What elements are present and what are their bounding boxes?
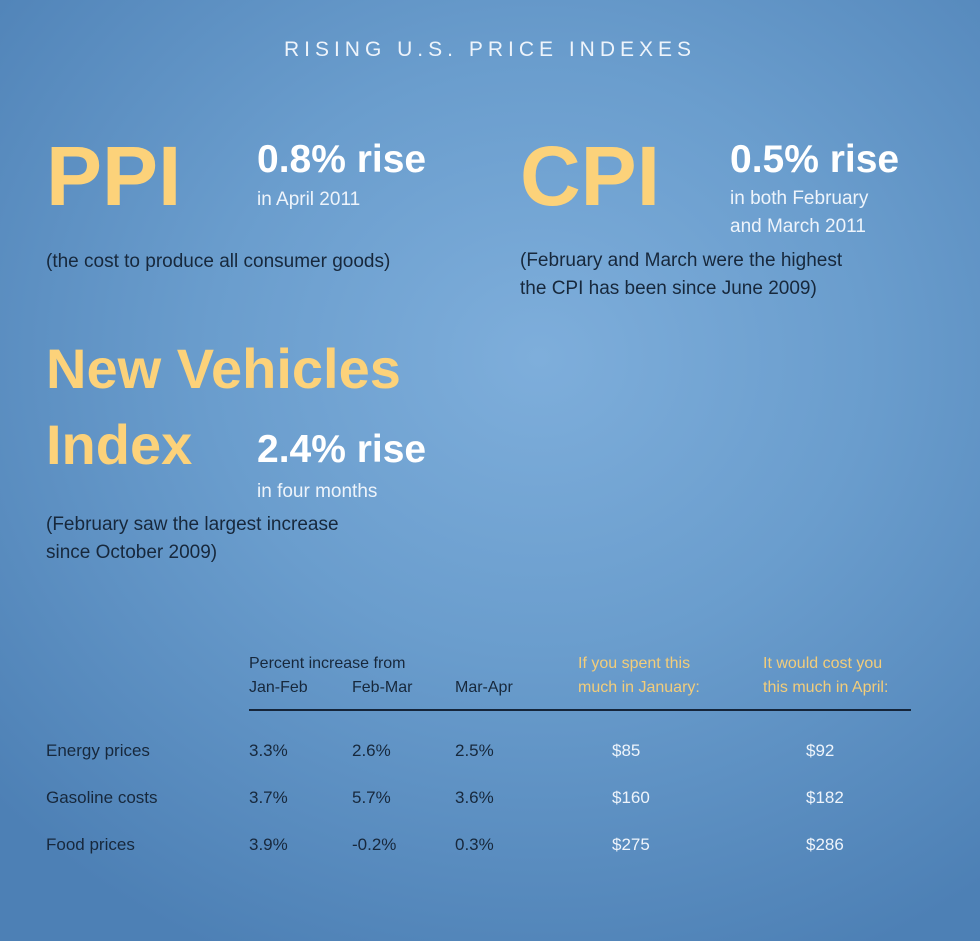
ppi-label: PPI (46, 129, 182, 223)
january-cost-cell: $275 (612, 835, 650, 854)
percent-cell: 0.3% (455, 835, 494, 854)
spent-header-2: much in January: (578, 679, 700, 696)
vehicles-label-2: Index (46, 413, 193, 476)
header-divider (249, 709, 911, 711)
april-cost-cell: $92 (806, 741, 835, 760)
column-header: Feb-Mar (352, 679, 413, 696)
percent-cell: 3.7% (249, 788, 288, 807)
percent-cell: 3.3% (249, 741, 288, 760)
column-header: Jan-Feb (249, 679, 308, 696)
ppi-note: (the cost to produce all consumer goods) (46, 251, 391, 272)
vehicles-rise: 2.4% rise (257, 428, 427, 471)
cpi-rise: 0.5% rise (730, 138, 900, 181)
row-label: Food prices (46, 835, 135, 854)
percent-cell: 2.5% (455, 741, 494, 760)
cpi-period-2: and March 2011 (730, 216, 866, 237)
cpi-period-1: in both February (730, 188, 869, 209)
percent-cell: 5.7% (352, 788, 391, 807)
cost-header-2: this much in April: (763, 679, 889, 696)
january-cost-cell: $85 (612, 741, 641, 760)
vehicles-period: in four months (257, 481, 378, 502)
page-title: RISING U.S. PRICE INDEXES (283, 38, 697, 61)
spent-header-1: If you spent this (578, 655, 691, 672)
cpi-note-1: (February and March were the highest (520, 250, 843, 271)
vehicles-note-2: since October 2009) (46, 542, 218, 563)
percent-cell: 2.6% (352, 741, 391, 760)
ppi-rise: 0.8% rise (257, 138, 427, 181)
percent-cell: 3.9% (249, 835, 288, 854)
cost-header-1: It would cost you (763, 655, 883, 672)
cpi-note-2: the CPI has been since June 2009) (520, 278, 817, 299)
row-label: Energy prices (46, 741, 150, 760)
percent-cell: -0.2% (352, 835, 397, 854)
april-cost-cell: $286 (806, 835, 844, 854)
ppi-period: in April 2011 (257, 189, 361, 210)
january-cost-cell: $160 (612, 788, 650, 807)
vehicles-label-1: New Vehicles (46, 337, 401, 400)
percent-cell: 3.6% (455, 788, 494, 807)
april-cost-cell: $182 (806, 788, 844, 807)
vehicles-note-1: (February saw the largest increase (46, 514, 339, 535)
cpi-label: CPI (520, 129, 661, 223)
column-header: Mar-Apr (455, 679, 513, 696)
table-group-header: Percent increase from (249, 655, 406, 672)
row-label: Gasoline costs (46, 788, 158, 807)
